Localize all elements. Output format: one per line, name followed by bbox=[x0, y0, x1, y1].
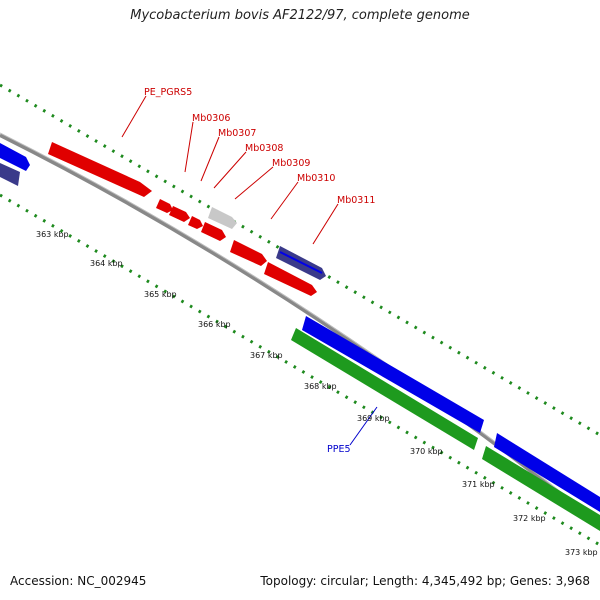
axis-label-368: 368 kbp bbox=[304, 382, 337, 391]
feature-mb0310a[interactable] bbox=[230, 240, 267, 266]
axis-label-366: 366 kbp bbox=[198, 320, 231, 329]
label-leaders bbox=[121, 95, 378, 446]
axis-label-372: 372 kbp bbox=[513, 514, 546, 523]
reverse-features bbox=[0, 143, 600, 531]
feature-blue-right[interactable] bbox=[494, 433, 600, 512]
axis-label-369: 369 kbp bbox=[357, 414, 390, 423]
axis-label-363: 363 kbp bbox=[36, 230, 69, 239]
gene-label-mb0307[interactable]: Mb0307 bbox=[218, 128, 256, 139]
feature-mb0306[interactable] bbox=[156, 199, 173, 213]
leader-mb0306 bbox=[184, 121, 194, 173]
gene-label-mb0308[interactable]: Mb0308 bbox=[245, 143, 283, 154]
gene-label-ppe5[interactable]: PPE5 bbox=[327, 444, 351, 455]
leader-mb0307 bbox=[200, 136, 220, 182]
inner-tick-track bbox=[0, 193, 600, 547]
axis-label-365: 365 kbp bbox=[144, 290, 177, 299]
axis-label-371: 371 kbp bbox=[462, 480, 495, 489]
feature-green-right[interactable] bbox=[482, 446, 600, 531]
feature-mb0308[interactable] bbox=[188, 216, 203, 229]
leader-ppe5 bbox=[349, 406, 378, 446]
gene-label-mb0311[interactable]: Mb0311 bbox=[337, 195, 375, 206]
gene-label-mb0309[interactable]: Mb0309 bbox=[272, 158, 310, 169]
accession-label: Accession: NC_002945 bbox=[10, 574, 147, 588]
kbp-axis-labels: 363 kbp 364 kbp 365 kbp 366 kbp 367 kbp … bbox=[36, 230, 598, 557]
leader-mb0310 bbox=[270, 181, 299, 220]
feature-mb0307[interactable] bbox=[169, 206, 190, 222]
leader-pe-pgrs5 bbox=[121, 95, 147, 138]
genome-summary: Topology: circular; Length: 4,345,492 bp… bbox=[260, 574, 590, 588]
feature-mb0310b[interactable] bbox=[264, 262, 317, 296]
axis-label-373: 373 kbp bbox=[565, 548, 598, 557]
feature-pe-pgrs5[interactable] bbox=[48, 142, 152, 197]
feature-left-blue[interactable] bbox=[0, 143, 30, 171]
leader-mb0308 bbox=[213, 151, 247, 189]
axis-label-367: 367 kbp bbox=[250, 351, 283, 360]
leader-mb0309 bbox=[234, 166, 274, 200]
leader-mb0311 bbox=[312, 203, 339, 245]
forward-features bbox=[48, 142, 326, 296]
feature-left-dark[interactable] bbox=[0, 163, 20, 186]
gene-labels: PE_PGRS5 Mb0306 Mb0307 Mb0308 Mb0309 Mb0… bbox=[144, 87, 375, 455]
feature-blue-mid[interactable] bbox=[302, 316, 484, 433]
gene-label-pe-pgrs5[interactable]: PE_PGRS5 bbox=[144, 87, 192, 98]
axis-label-370: 370 kbp bbox=[410, 447, 443, 456]
gene-label-mb0310[interactable]: Mb0310 bbox=[297, 173, 335, 184]
feature-mb0308b[interactable] bbox=[201, 222, 226, 241]
feature-ppe5[interactable] bbox=[291, 328, 478, 450]
gene-label-mb0306[interactable]: Mb0306 bbox=[192, 113, 230, 124]
feature-mb0311-core bbox=[279, 251, 323, 274]
map-title: Mycobacterium bovis AF2122/97, complete … bbox=[130, 8, 470, 23]
feature-mb0309[interactable] bbox=[208, 207, 237, 229]
axis-label-364: 364 kbp bbox=[90, 259, 123, 268]
